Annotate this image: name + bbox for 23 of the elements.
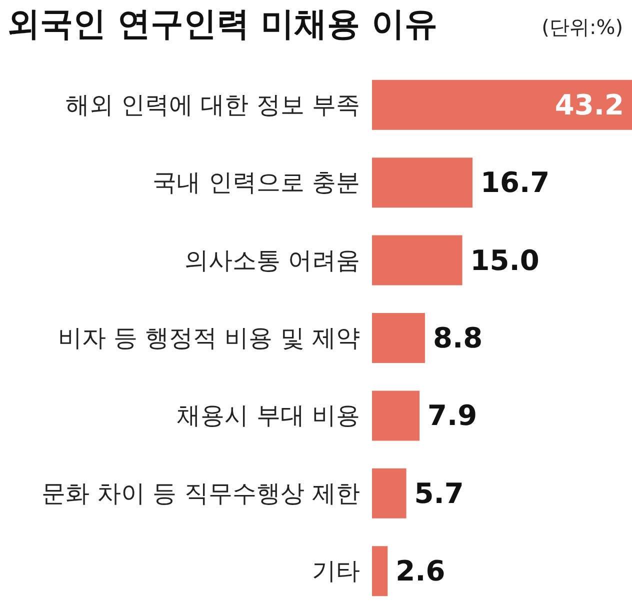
y-tick-label: 기타 bbox=[312, 557, 360, 586]
y-tick-label: 의사소통 어려움 bbox=[184, 246, 360, 274]
data-label: 2.6 bbox=[396, 554, 446, 588]
y-tick-label: 비자 등 행정적 비용 및 제약 bbox=[58, 324, 360, 352]
bar bbox=[372, 80, 632, 130]
data-label: 5.7 bbox=[414, 476, 464, 510]
bar bbox=[372, 158, 473, 208]
chart-title: 외국인 연구인력 미채용 이유 bbox=[7, 4, 438, 43]
bar bbox=[372, 468, 406, 518]
y-tick-label: 국내 인력으로 충분 bbox=[152, 168, 360, 197]
data-label: 16.7 bbox=[480, 166, 550, 200]
chart-subtitle: (단위:%) bbox=[542, 15, 624, 39]
bar bbox=[372, 390, 420, 441]
bar bbox=[372, 235, 462, 286]
bar bbox=[372, 546, 388, 596]
y-tick-label: 해외 인력에 대한 정보 부족 bbox=[65, 90, 360, 119]
data-label: 8.8 bbox=[432, 322, 483, 354]
y-tick-label: 채용시 부대 비용 bbox=[176, 402, 360, 430]
data-label: 15.0 bbox=[470, 244, 540, 277]
y-tick-label: 문화 차이 등 직무수행상 제한 bbox=[41, 479, 360, 508]
data-label: 43.2 bbox=[554, 88, 624, 122]
data-label: 7.9 bbox=[428, 399, 478, 432]
bar bbox=[372, 313, 425, 363]
